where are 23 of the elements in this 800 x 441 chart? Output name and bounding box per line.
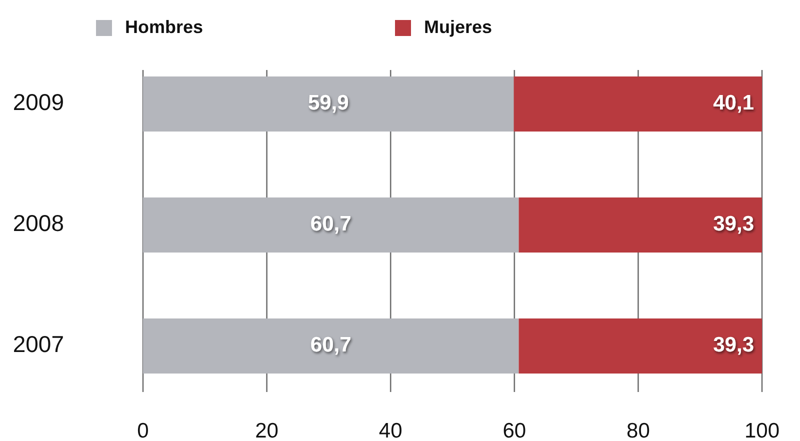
legend-label: Hombres: [125, 16, 204, 37]
y-tick-label: 2007: [12, 331, 64, 358]
bar: [143, 197, 519, 253]
bar: [518, 318, 762, 374]
data-label: 39,3: [713, 334, 754, 357]
legend-label: Mujeres: [424, 16, 492, 37]
x-tick-label: 40: [378, 420, 402, 441]
x-tick-label: 0: [137, 420, 149, 441]
data-label: 40,1: [713, 92, 754, 115]
data-label: 59,9: [308, 92, 349, 115]
bar: [518, 197, 762, 253]
x-tick-label: 20: [255, 420, 278, 441]
bar: [143, 76, 514, 132]
x-tick-label: 60: [502, 420, 526, 441]
bar: [143, 318, 519, 374]
y-tick-label: 2008: [12, 210, 64, 236]
x-tick-label: 100: [744, 420, 780, 441]
data-label: 60,7: [310, 334, 352, 357]
data-label: 60,7: [310, 212, 352, 236]
y-tick-label: 2009: [12, 89, 64, 116]
x-tick-label: 80: [626, 420, 650, 441]
bar: [514, 76, 762, 132]
data-label: 39,3: [713, 212, 754, 236]
